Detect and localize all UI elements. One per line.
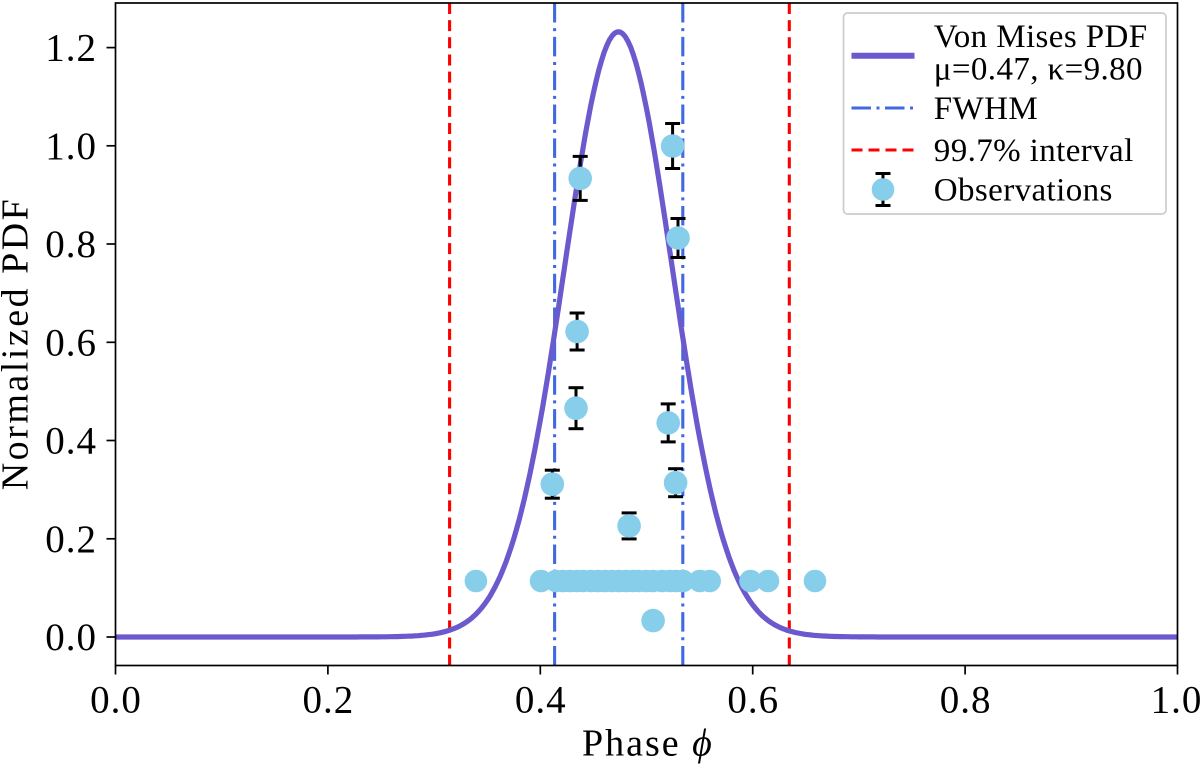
svg-text:1.2: 1.2 <box>45 27 97 70</box>
svg-text:0.6: 0.6 <box>45 321 97 364</box>
svg-text:μ=0.47, κ=9.80: μ=0.47, κ=9.80 <box>934 52 1143 88</box>
svg-text:0.4: 0.4 <box>515 679 567 722</box>
svg-text:Normalized PDF: Normalized PDF <box>0 197 37 491</box>
svg-text:0.8: 0.8 <box>45 223 97 266</box>
svg-text:99.7% interval: 99.7% interval <box>934 133 1134 169</box>
svg-text:0.2: 0.2 <box>303 679 355 722</box>
svg-text:0.0: 0.0 <box>90 679 142 722</box>
svg-text:0.6: 0.6 <box>727 679 779 722</box>
svg-text:0.2: 0.2 <box>45 518 97 561</box>
svg-text:0.0: 0.0 <box>45 616 97 659</box>
svg-text:0.8: 0.8 <box>940 679 992 722</box>
svg-text:Observations: Observations <box>934 172 1113 208</box>
svg-text:1.0: 1.0 <box>1151 679 1200 722</box>
svg-text:Von Mises PDF: Von Mises PDF <box>934 19 1148 55</box>
svg-text:FWHM: FWHM <box>934 91 1038 127</box>
svg-text:Phase ϕ: Phase ϕ <box>582 723 714 765</box>
svg-text:1.0: 1.0 <box>45 125 97 168</box>
svg-text:0.4: 0.4 <box>45 420 97 463</box>
